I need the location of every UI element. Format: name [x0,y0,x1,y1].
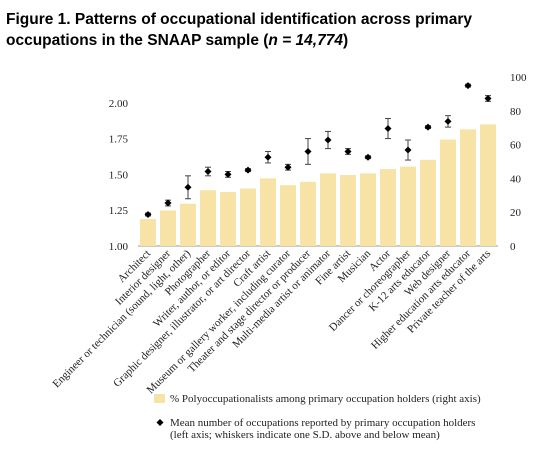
bar [400,166,416,246]
dot [184,183,192,191]
dot [344,147,352,155]
bar [360,173,376,246]
chart-title: occupations in the SNAAP sample (n = 14,… [6,32,348,49]
legend-label: % Polyoccupationalists among primary occ… [170,393,481,405]
bar [240,188,256,246]
y2-tick-label: 80 [510,106,522,118]
legend-swatch [154,394,165,403]
dot [464,82,472,90]
dot [284,163,292,171]
dot [404,146,412,154]
legend-label: (left axis; whiskers indicate one S.D. a… [170,429,440,441]
dot [144,210,152,218]
y2-tick-label: 40 [510,173,522,185]
y-tick-label: 1.25 [109,205,129,217]
bar [260,178,276,246]
dot [484,94,492,102]
y2-tick-label: 100 [510,72,527,84]
y-tick-label: 2.00 [109,98,129,110]
bar [340,175,356,246]
bar [180,203,196,246]
bar [320,173,336,246]
bar [460,129,476,246]
title-part: ) [343,32,348,49]
legend-label: Mean number of occupations reported by p… [170,417,475,429]
bar [380,169,396,246]
bar [300,181,316,246]
dot [264,153,272,161]
dot [424,123,432,131]
dot [444,117,452,125]
dot [224,170,232,178]
title-part: n = 14,774 [268,32,343,49]
dot [384,125,392,133]
bar [280,185,296,246]
bar [480,124,496,246]
bar [160,210,176,246]
bar [440,139,456,246]
y-tick-label: 1.00 [109,241,129,253]
dot [324,136,332,144]
y-tick-label: 1.50 [109,169,129,181]
bar [200,190,216,246]
bar [220,191,236,246]
dot [244,166,252,174]
dot [204,168,212,176]
dot [364,153,372,161]
y-tick-label: 1.75 [109,134,129,146]
dot [164,199,172,207]
title-part: occupations in the SNAAP sample ( [6,32,269,49]
dot [304,147,312,155]
chart-title: Figure 1. Patterns of occupational ident… [6,11,472,28]
y2-tick-label: 60 [510,140,522,152]
bar [420,159,436,246]
y2-tick-label: 0 [510,241,516,253]
legend-marker [156,419,164,426]
y2-tick-label: 20 [510,207,522,219]
bar [140,218,156,246]
